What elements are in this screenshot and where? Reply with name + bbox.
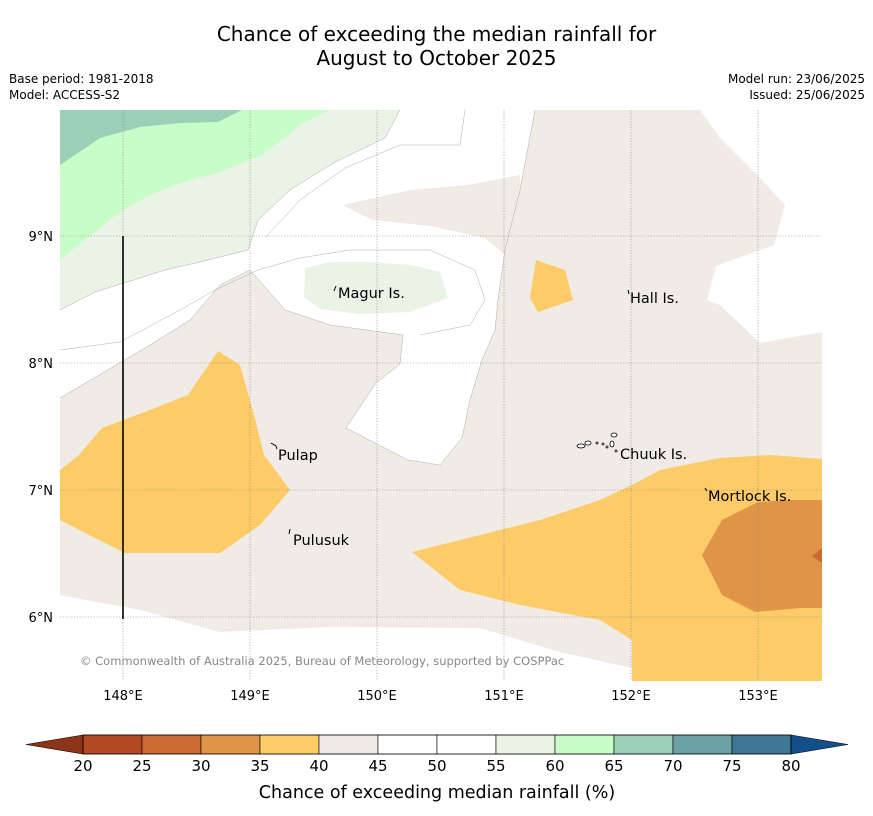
colorbar-tick-75: 75 [722, 757, 741, 775]
region-40-45-notch [343, 175, 522, 255]
colorbar-tick-20: 20 [73, 757, 92, 775]
metadata-left: Base period: 1981-2018 Model: ACCESS-S2 [9, 71, 154, 103]
copyright-text: © Commonwealth of Australia 2025, Bureau… [80, 654, 564, 668]
map-title: Chance of exceeding the median rainfall … [0, 22, 873, 70]
title-line-2: August to October 2025 [316, 46, 557, 70]
pulap-island-marker [270, 442, 278, 450]
colorbar-bin-60-65 [554, 734, 615, 755]
y-tick-6: 6°N [29, 611, 54, 626]
colorbar-bins [82, 734, 792, 755]
colorbar-bin-65-70 [613, 734, 674, 755]
region-25-30 [812, 548, 822, 563]
colorbar-tick-70: 70 [663, 757, 682, 775]
colorbar: 20 25 30 35 40 45 50 55 60 65 70 75 80 Chance of exc… [25, 734, 849, 803]
region-65-70 [60, 110, 242, 165]
colorbar-bin-25-30 [141, 734, 202, 755]
x-tick-150: 150°E [357, 689, 397, 704]
region-60-65 [60, 110, 330, 260]
x-tick-152: 152°E [611, 689, 651, 704]
colorbar-tick-45: 45 [368, 757, 387, 775]
colorbar-bin-30-35 [200, 734, 261, 755]
colorbar-tick-65: 65 [604, 757, 623, 775]
island-markers [270, 285, 708, 535]
y-tick-8: 8°N [29, 357, 54, 372]
base-period-text: Base period: 1981-2018 [9, 72, 154, 86]
label-pulap: Pulap [278, 448, 318, 464]
region-45-55-northeast [632, 110, 822, 343]
colorbar-tick-25: 25 [132, 757, 151, 775]
x-tick-149: 149°E [230, 689, 270, 704]
issued-text: Issued: 25/06/2025 [749, 88, 865, 102]
colorbar-ticks: 20 25 30 35 40 45 50 55 60 65 70 75 80 [73, 757, 800, 775]
colorbar-tick-50: 50 [427, 757, 446, 775]
region-35-40-southeast [412, 455, 822, 681]
colorbar-tick-55: 55 [486, 757, 505, 775]
title-line-1: Chance of exceeding the median rainfall … [216, 22, 657, 46]
label-magur: Magur Is. [338, 286, 405, 302]
colorbar-tick-35: 35 [250, 757, 269, 775]
colorbar-under-arrow [25, 734, 84, 755]
mortlock-island-marker [704, 487, 708, 492]
colorbar-bin-35-40 [259, 734, 320, 755]
colorbar-bin-40-45 [318, 734, 379, 755]
colorbar-bin-50-55 [436, 734, 497, 755]
y-tick-7: 7°N [29, 484, 54, 499]
region-45-55-south [60, 595, 632, 681]
label-pulusuk: Pulusuk [293, 533, 350, 549]
model-run-text: Model run: 23/06/2025 [727, 72, 865, 86]
hall-island-marker [627, 289, 630, 295]
colorbar-over-arrow [790, 734, 849, 755]
label-mortlock: Mortlock Is. [708, 489, 791, 505]
y-tick-9: 9°N [29, 230, 54, 245]
colorbar-bin-70-75 [672, 734, 733, 755]
region-35-40-west [60, 351, 290, 553]
region-30-35 [702, 500, 822, 612]
colorbar-bin-55-60 [495, 734, 556, 755]
metadata-right: Model run: 23/06/2025 Issued: 25/06/2025 [728, 71, 865, 103]
model-text: Model: ACCESS-S2 [9, 88, 121, 102]
region-55-60-magur [304, 262, 448, 314]
x-tick-148: 148°E [103, 689, 143, 704]
colorbar-tick-30: 30 [191, 757, 210, 775]
colorbar-tick-80: 80 [781, 757, 800, 775]
map-area: Magur Is. Hall Is. Pulap Chuuk Is. Mortl… [60, 110, 822, 681]
label-chuuk: Chuuk Is. [620, 447, 687, 463]
colorbar-bin-45-50 [377, 734, 438, 755]
colorbar-bin-20-25 [82, 734, 143, 755]
x-tick-151: 151°E [484, 689, 524, 704]
graticule [60, 110, 822, 681]
label-hall: Hall Is. [630, 291, 679, 307]
pulusuk-island-marker [288, 528, 291, 535]
colorbar-tick-40: 40 [309, 757, 328, 775]
magur-island-marker [333, 285, 337, 292]
x-tick-153: 153°E [738, 689, 778, 704]
colorbar-tick-60: 60 [545, 757, 564, 775]
colorbar-bin-75-80 [731, 734, 792, 755]
chuuk-lagoon-marker [576, 432, 618, 453]
colorbar-label: Chance of exceeding median rainfall (%) [259, 783, 615, 803]
contour-lines [60, 110, 536, 466]
region-35-40-center [530, 260, 573, 312]
